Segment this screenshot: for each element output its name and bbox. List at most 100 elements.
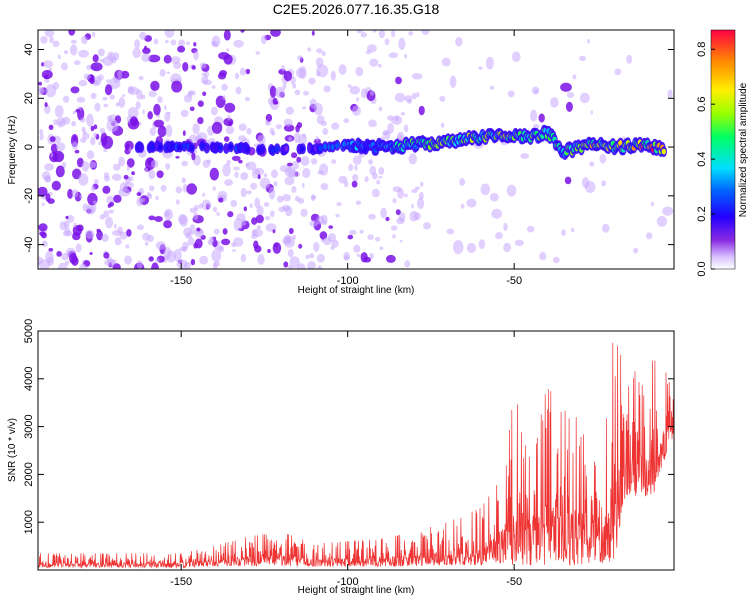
spectrogram-noise-cell: [132, 47, 141, 59]
spectrogram-noise-cell: [218, 197, 224, 203]
spectrogram-noise-cell: [73, 222, 77, 228]
spectrogram-noise-cell: [175, 199, 180, 205]
snr-x-ticks: -150 -100 -50: [170, 331, 522, 588]
spectrogram-noise-cell: [288, 169, 298, 178]
spectrogram-ridge-cell: [218, 144, 223, 151]
spectrogram-noise-cell: [90, 62, 103, 72]
spectrogram-noise-cell: [395, 209, 401, 216]
y-tick-label: 2000: [23, 462, 35, 486]
spectrogram-noise-cell: [78, 263, 88, 269]
spectrogram-noise-cell: [283, 236, 295, 248]
spectrogram-noise-cell: [416, 91, 420, 98]
spectrogram-noise-cell: [257, 254, 265, 265]
spectrogram-noise-cell: [491, 208, 503, 219]
spectrogram-noise-cell: [194, 204, 199, 211]
spectrogram-noise-cell: [157, 125, 167, 137]
spectrogram-noise-cell: [125, 143, 130, 151]
spectrogram-noise-cell: [385, 216, 390, 222]
spectrogram-noise-cell: [185, 234, 193, 239]
spectrogram-noise-cell: [69, 252, 78, 264]
spectrogram-noise-cell: [141, 53, 151, 62]
spectrogram-ridge-cell: [318, 145, 323, 152]
spectrogram-noise-cell: [307, 47, 312, 52]
spectrogram-noise-cell: [206, 203, 212, 209]
spectrogram-noise-cell: [265, 113, 273, 122]
spectrogram-noise-cell: [76, 96, 86, 103]
spectrogram-noise-cell: [103, 148, 108, 152]
spectrogram-noise-cell: [441, 57, 451, 67]
spectrogram-noise-cell: [126, 229, 132, 237]
spectrogram-noise-cell: [367, 234, 374, 240]
spectrogram-noise-cell: [39, 133, 44, 141]
spectrogram-noise-cell: [352, 155, 362, 165]
spectrogram-noise-cell: [233, 237, 244, 247]
spectrogram-frame: [37, 29, 675, 270]
spectrogram-noise-cell: [579, 92, 590, 104]
spectrogram-noise-cell: [228, 121, 233, 127]
spectrogram-noise-cell: [246, 128, 252, 135]
spectrogram-noise-cell: [201, 76, 209, 85]
spectrogram-noise-cell: [327, 233, 336, 242]
spectrogram-noise-cell: [164, 30, 175, 38]
spectrogram-noise-cell: [212, 186, 216, 191]
spectrogram-noise-cell: [51, 180, 61, 191]
spectrogram-noise-cell: [514, 239, 524, 246]
spectrogram-noise-cell: [650, 201, 655, 207]
x-tick-label: -50: [506, 576, 522, 588]
spectrogram-noise-cell: [260, 35, 267, 45]
spectrogram-noise-cell: [298, 243, 303, 249]
spectrogram-noise-cell: [196, 227, 201, 232]
spectrogram-noise-cell: [532, 124, 540, 129]
spectrogram-noise-cell: [183, 94, 193, 103]
spectrogram-noise-cell: [148, 215, 156, 221]
spectrogram-noise-cell: [127, 107, 139, 119]
spectrogram-noise-cell: [225, 125, 235, 135]
spectrogram-ridge-cell: [189, 145, 194, 151]
spectrogram-noise-cell: [356, 30, 363, 34]
spectrogram-noise-cell: [273, 181, 278, 187]
spectrogram-noise-cell: [70, 86, 80, 94]
spectrogram-noise-cell: [201, 72, 207, 77]
spectrogram-noise-cell: [307, 261, 316, 269]
spectrogram-noise-cell: [466, 198, 477, 208]
spectrogram-noise-cell: [392, 186, 402, 193]
spectrogram-noise-cell: [148, 169, 156, 180]
spectrogram-noise-cell: [356, 97, 360, 102]
spectrogram-noise-cell: [104, 84, 113, 96]
spectrogram-noise-cell: [126, 158, 135, 168]
spectrogram-noise-cell: [331, 122, 340, 130]
spectrogram-noise-cell: [272, 229, 276, 234]
spectrogram-noise-cell: [187, 237, 195, 246]
spectrogram-noise-cell: [283, 118, 293, 127]
spectrogram-noise-cell: [309, 98, 317, 109]
spectrogram-noise-cell: [250, 182, 258, 190]
spectrogram-noise-cell: [131, 171, 136, 176]
spectrogram-noise-cell: [288, 227, 294, 235]
spectrogram-noise-cell: [328, 225, 334, 229]
spectrogram-noise-cell: [93, 132, 97, 138]
spectrogram-noise-cell: [173, 248, 182, 262]
spectrogram-noise-cell: [369, 90, 374, 96]
spectrogram-ridge-cell: [661, 148, 666, 155]
spectrogram-panel: -150 -100 -50 -40 -20 0 20 40 Height of straig…: [7, 29, 675, 296]
spectrogram-noise-cell: [49, 136, 56, 143]
spectrogram-noise-cell: [178, 39, 186, 47]
spectrogram-noise-cell: [331, 159, 337, 164]
spectrogram-noise-cell: [102, 96, 108, 101]
spectrogram-noise-cell: [392, 234, 396, 239]
spectrogram-noise-cell: [398, 37, 406, 50]
spectrogram-x-ticks: -150 -100 -50: [170, 30, 522, 287]
spectrogram-noise-cell: [147, 234, 154, 243]
spectrogram-noise-cell: [207, 159, 212, 164]
snr-series-line: [38, 342, 674, 569]
spectrogram-noise-cell: [39, 231, 46, 237]
spectrogram-ridge-cell: [228, 144, 233, 150]
spectrogram-noise-cell: [72, 225, 83, 236]
spectrogram-noise-cell: [38, 186, 48, 197]
spectrogram-noise-cell: [298, 66, 307, 80]
spectrogram-noise-cell: [455, 37, 463, 47]
spectrogram-noise-cell: [301, 182, 305, 188]
spectrogram-noise-cell: [106, 119, 119, 132]
spectrogram-noise-cell: [391, 30, 396, 38]
spectrogram-noise-cell: [211, 85, 216, 89]
